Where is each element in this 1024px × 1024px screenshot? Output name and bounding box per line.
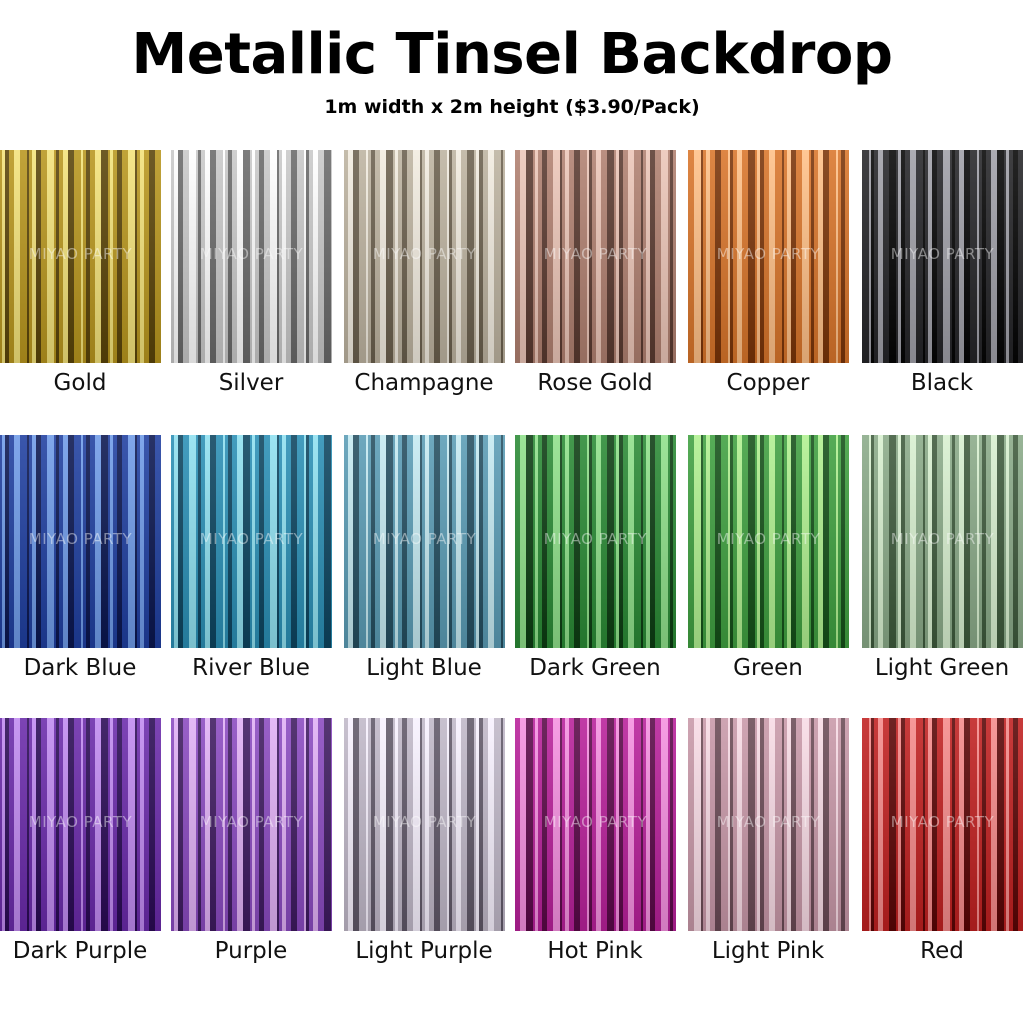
watermark: MIYAO PARTY (543, 529, 648, 548)
swatch-green: MIYAO PARTY (688, 435, 849, 648)
swatch-label: Hot Pink (547, 938, 643, 964)
watermark: MIYAO PARTY (372, 529, 477, 548)
watermark: MIYAO PARTY (28, 244, 133, 263)
swatch-rose-gold: MIYAO PARTY (515, 150, 676, 363)
swatch-label: Red (920, 938, 964, 964)
watermark: MIYAO PARTY (543, 812, 648, 831)
watermark: MIYAO PARTY (890, 244, 995, 263)
swatch-hot-pink: MIYAO PARTY (515, 718, 676, 931)
swatch-label: Light Green (874, 655, 1010, 681)
swatch-red: MIYAO PARTY (862, 718, 1023, 931)
swatch-label: Dark Purple (12, 938, 148, 964)
swatch-label: Copper (726, 370, 810, 396)
watermark: MIYAO PARTY (199, 529, 304, 548)
watermark: MIYAO PARTY (28, 812, 133, 831)
watermark: MIYAO PARTY (543, 244, 648, 263)
watermark: MIYAO PARTY (716, 812, 821, 831)
swatch-copper: MIYAO PARTY (688, 150, 849, 363)
watermark: MIYAO PARTY (890, 812, 995, 831)
swatch-purple: MIYAO PARTY (171, 718, 332, 931)
swatch-light-purple: MIYAO PARTY (344, 718, 505, 931)
swatch-light-green: MIYAO PARTY (862, 435, 1023, 648)
watermark: MIYAO PARTY (716, 529, 821, 548)
swatch-label: Silver (218, 370, 284, 396)
watermark: MIYAO PARTY (199, 244, 304, 263)
swatch-label: Light Blue (366, 655, 482, 681)
swatch-label: Dark Blue (23, 655, 137, 681)
watermark: MIYAO PARTY (372, 244, 477, 263)
watermark: MIYAO PARTY (890, 529, 995, 548)
swatch-label: Champagne (354, 370, 494, 396)
swatch-gold: MIYAO PARTY (0, 150, 161, 363)
swatch-label: Rose Gold (537, 370, 653, 396)
swatch-dark-blue: MIYAO PARTY (0, 435, 161, 648)
watermark: MIYAO PARTY (716, 244, 821, 263)
swatch-label: Light Pink (711, 938, 825, 964)
watermark: MIYAO PARTY (199, 812, 304, 831)
swatch-light-blue: MIYAO PARTY (344, 435, 505, 648)
watermark: MIYAO PARTY (372, 812, 477, 831)
swatch-label: Gold (53, 370, 107, 396)
swatch-champagne: MIYAO PARTY (344, 150, 505, 363)
page-subtitle: 1m width x 2m height ($3.90/Pack) (324, 96, 700, 118)
swatch-dark-purple: MIYAO PARTY (0, 718, 161, 931)
watermark: MIYAO PARTY (28, 529, 133, 548)
swatch-river-blue: MIYAO PARTY (171, 435, 332, 648)
swatch-black: MIYAO PARTY (862, 150, 1023, 363)
swatch-silver: MIYAO PARTY (171, 150, 332, 363)
swatch-label: River Blue (192, 655, 310, 681)
swatch-label: Purple (214, 938, 288, 964)
page-title: Metallic Tinsel Backdrop (131, 22, 893, 87)
swatch-label: Dark Green (529, 655, 661, 681)
swatch-dark-green: MIYAO PARTY (515, 435, 676, 648)
swatch-label: Black (910, 370, 974, 396)
swatch-label: Light Purple (355, 938, 493, 964)
swatch-label: Green (733, 655, 803, 681)
swatch-light-pink: MIYAO PARTY (688, 718, 849, 931)
